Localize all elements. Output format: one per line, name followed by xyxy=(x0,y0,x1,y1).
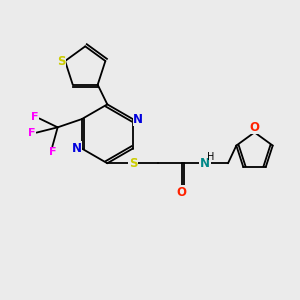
Text: F: F xyxy=(49,147,56,158)
Text: F: F xyxy=(28,128,35,138)
Text: H: H xyxy=(207,152,214,162)
Text: N: N xyxy=(71,142,82,155)
Text: N: N xyxy=(200,157,210,170)
Text: S: S xyxy=(57,55,66,68)
Text: N: N xyxy=(133,112,143,126)
Text: S: S xyxy=(129,157,137,170)
Text: O: O xyxy=(250,121,260,134)
Text: F: F xyxy=(31,112,38,122)
Text: O: O xyxy=(176,186,187,199)
